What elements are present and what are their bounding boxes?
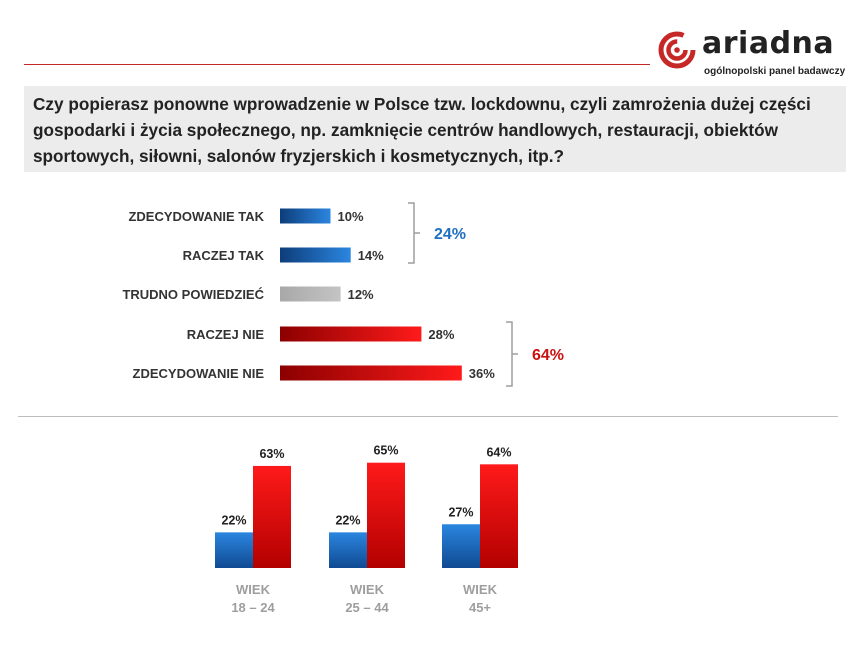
value-label: 28%: [428, 327, 454, 342]
bar-0: [280, 208, 331, 224]
age-value-label: 63%: [259, 447, 284, 461]
bar-3: [280, 326, 422, 342]
section-divider: [18, 416, 838, 417]
aggregate-label: 24%: [434, 226, 466, 243]
aggregate-label: 64%: [532, 347, 564, 364]
logo-tagline: ogólnopolski panel badawczy: [704, 66, 846, 77]
age-bar-0-0: [215, 532, 253, 568]
bar-4: [280, 365, 462, 381]
age-group-label: WIEK: [350, 582, 385, 597]
age-value-label: 27%: [448, 505, 473, 519]
age-bar-2-1: [480, 464, 518, 568]
bar-1: [280, 247, 351, 263]
value-label: 10%: [338, 209, 364, 224]
category-label: TRUDNO POWIEDZIEĆ: [122, 287, 264, 302]
spiral-logo-icon: [658, 31, 696, 69]
age-value-label: 65%: [373, 444, 398, 458]
age-bar-2-0: [442, 524, 480, 568]
value-label: 12%: [348, 287, 374, 302]
age-group-label: WIEK: [236, 582, 271, 597]
age-group-range: 45+: [469, 600, 491, 615]
bracket-1: [506, 321, 518, 387]
category-label: RACZEJ NIE: [187, 327, 265, 342]
age-group-label: WIEK: [463, 582, 498, 597]
age-bar-1-0: [329, 532, 367, 568]
category-label: ZDECYDOWANIE NIE: [133, 366, 265, 381]
age-bar-1-1: [367, 462, 405, 568]
value-label: 14%: [358, 248, 384, 263]
age-group-range: 18 – 24: [231, 600, 275, 615]
age-value-label: 22%: [335, 513, 360, 527]
age-group-range: 25 – 44: [345, 600, 389, 615]
ariadna-logo: ariadna ogólnopolski panel badawczy: [658, 26, 848, 80]
question-text: Czy popierasz ponowne wprowadzenie w Pol…: [24, 86, 846, 172]
category-label: ZDECYDOWANIE TAK: [128, 209, 264, 224]
bracket-0: [408, 202, 420, 264]
logo-brand: ariadna: [702, 26, 835, 61]
age-value-label: 22%: [221, 513, 246, 527]
value-label: 36%: [469, 366, 495, 381]
header-rule: [24, 64, 650, 65]
category-label: RACZEJ TAK: [183, 248, 265, 263]
age-value-label: 64%: [486, 445, 511, 459]
bar-2: [280, 286, 341, 302]
age-bar-0-1: [253, 465, 291, 568]
